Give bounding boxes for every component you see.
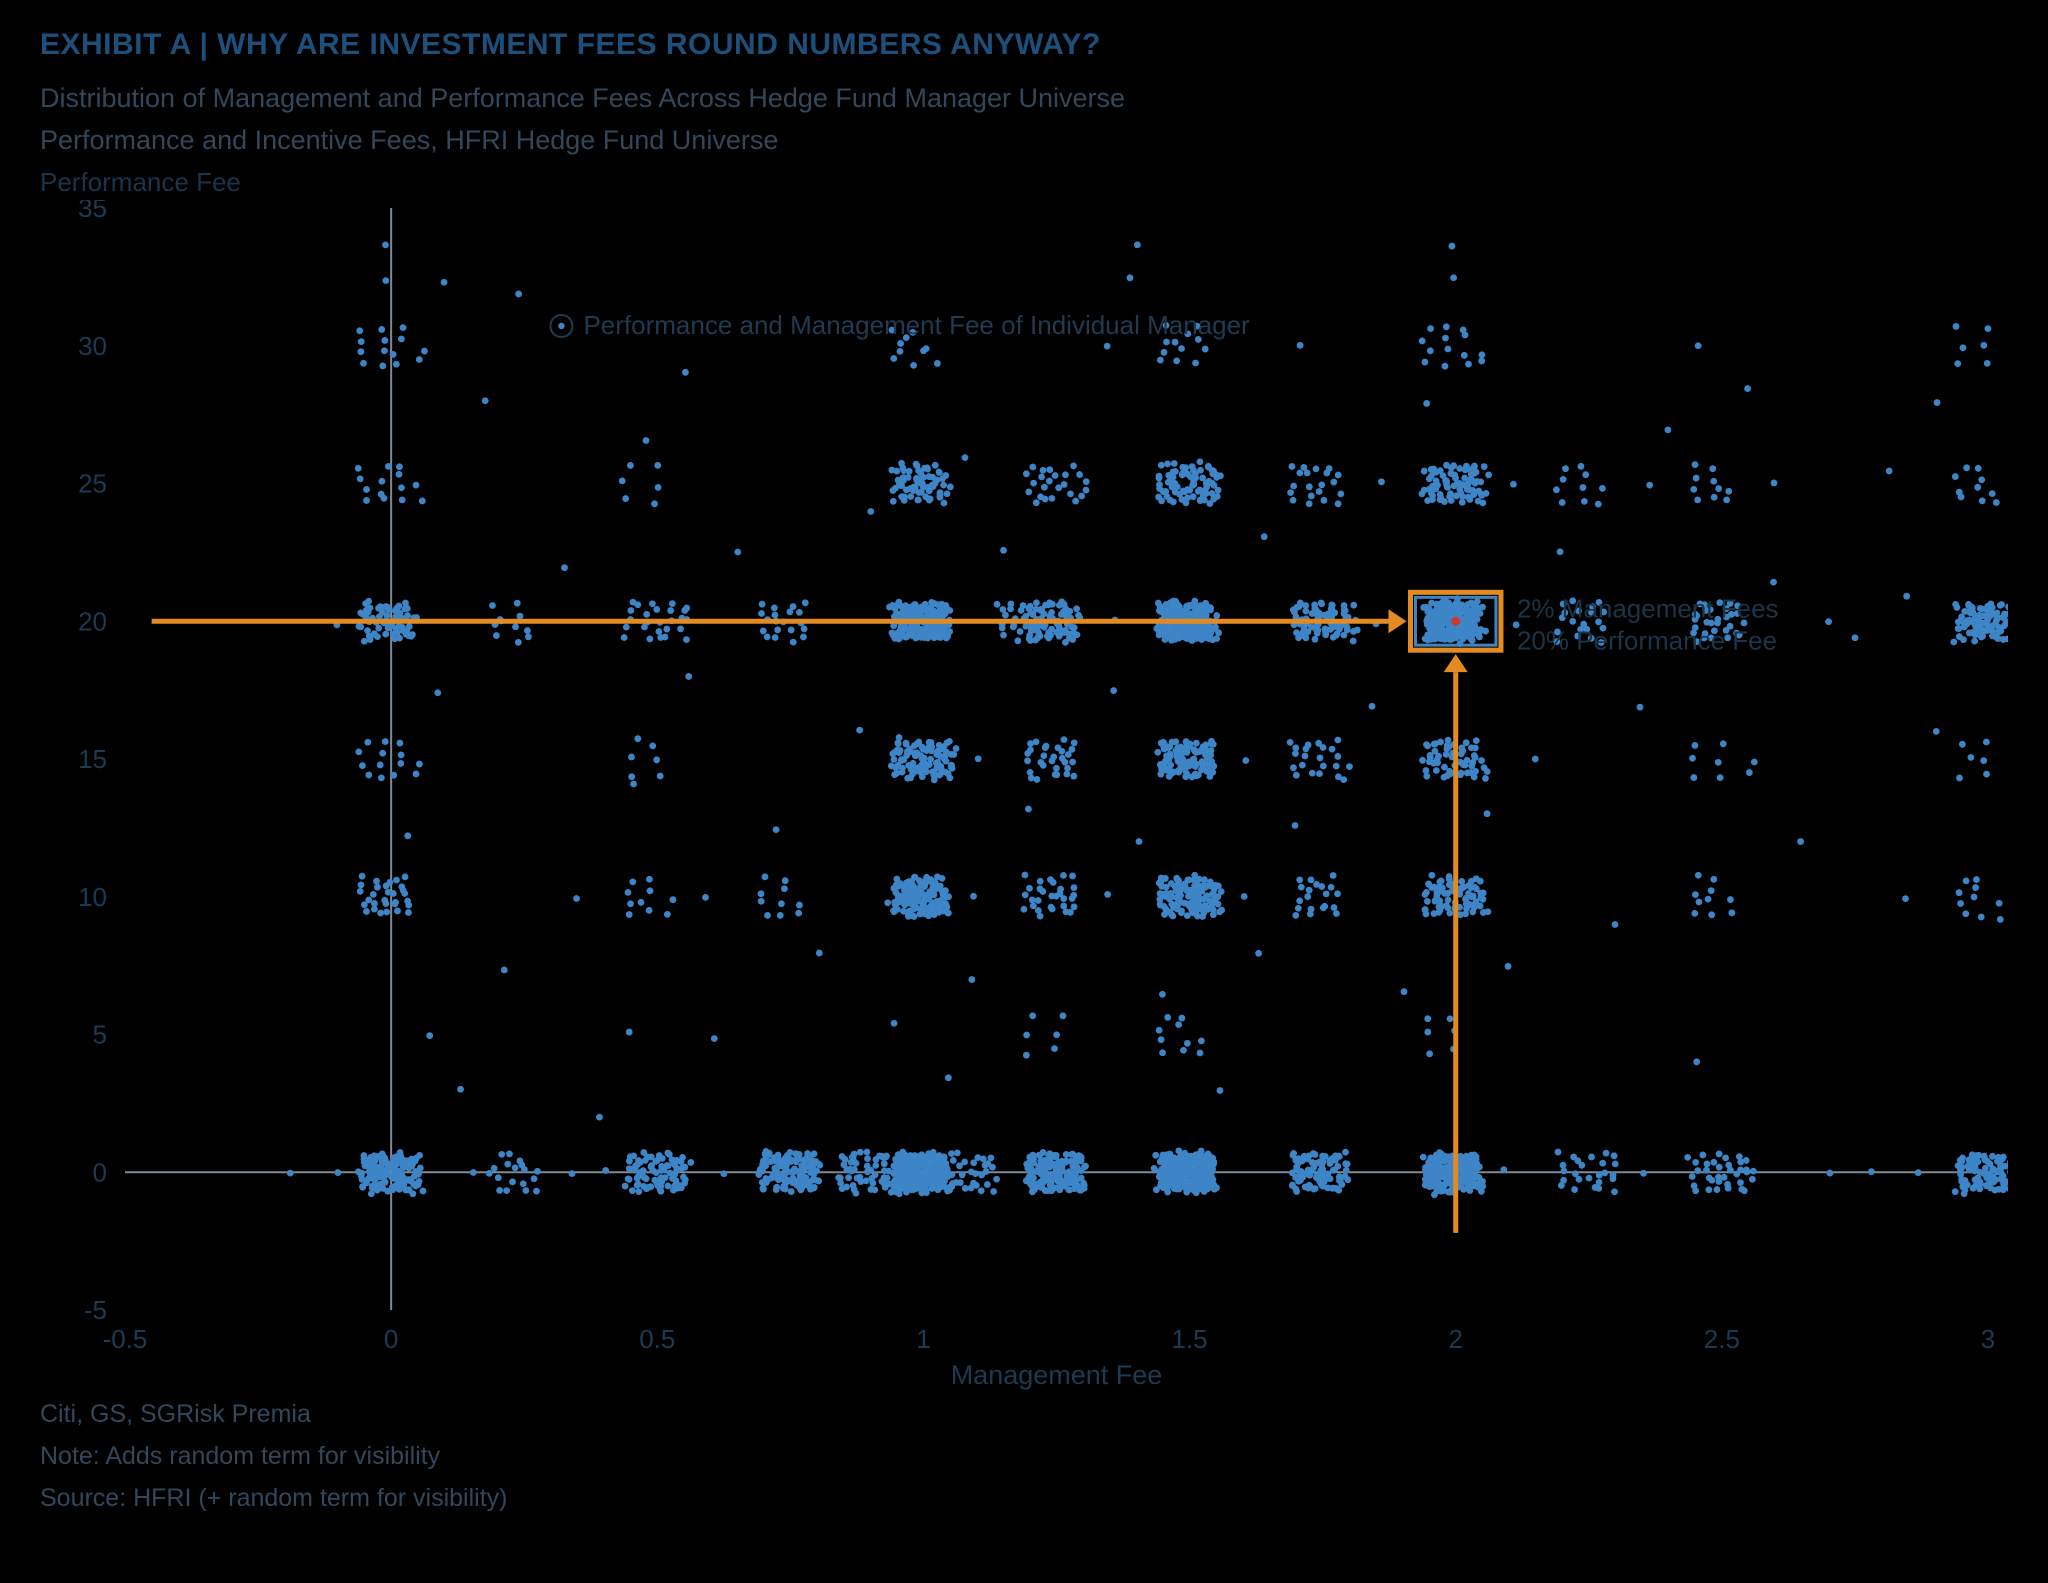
svg-text:-0.5: -0.5: [103, 1324, 148, 1354]
svg-text:5: 5: [93, 1019, 107, 1049]
footer-line-2: Note: Adds random term for visibility: [40, 1438, 2008, 1474]
footer-line-3: Source: HFRI (+ random term for visibili…: [40, 1480, 2008, 1516]
svg-text:20: 20: [78, 606, 107, 636]
chart-subtitle-2: Performance and Incentive Fees, HFRI Hed…: [40, 122, 2008, 158]
footer-line-1: Citi, GS, SGRisk Premia: [40, 1396, 2008, 1432]
svg-text:0: 0: [384, 1324, 398, 1354]
svg-text:25: 25: [78, 468, 107, 498]
svg-text:0.5: 0.5: [639, 1324, 675, 1354]
svg-text:2% Management Fees: 2% Management Fees: [1517, 593, 1779, 623]
chart-title: EXHIBIT A | WHY ARE INVESTMENT FEES ROUN…: [40, 28, 2008, 62]
svg-text:2.5: 2.5: [1704, 1324, 1740, 1354]
svg-text:-5: -5: [84, 1295, 107, 1325]
svg-text:30: 30: [78, 331, 107, 361]
svg-text:10: 10: [78, 882, 107, 912]
y-axis-title: Performance Fee: [40, 167, 2008, 198]
svg-text:2: 2: [1448, 1324, 1462, 1354]
svg-text:Management Fee: Management Fee: [951, 1360, 1163, 1390]
chart-subtitle-1: Distribution of Management and Performan…: [40, 80, 2008, 116]
svg-text:1.5: 1.5: [1171, 1324, 1207, 1354]
svg-text:35: 35: [78, 200, 107, 223]
svg-text:3: 3: [1981, 1324, 1995, 1354]
svg-text:1: 1: [916, 1324, 930, 1354]
scatter-chart: -5 0 5 10 15 20 25 30 35 -0.5 0 0.5 1 1.5 2 2.5 3 Managem…: [40, 200, 2008, 1390]
svg-text:20% Performance Fee: 20% Performance Fee: [1517, 625, 1777, 655]
svg-text:0: 0: [93, 1157, 107, 1187]
svg-text:15: 15: [78, 744, 107, 774]
svg-text:Performance and Management Fee: Performance and Management Fee of Indivi…: [583, 310, 1250, 340]
